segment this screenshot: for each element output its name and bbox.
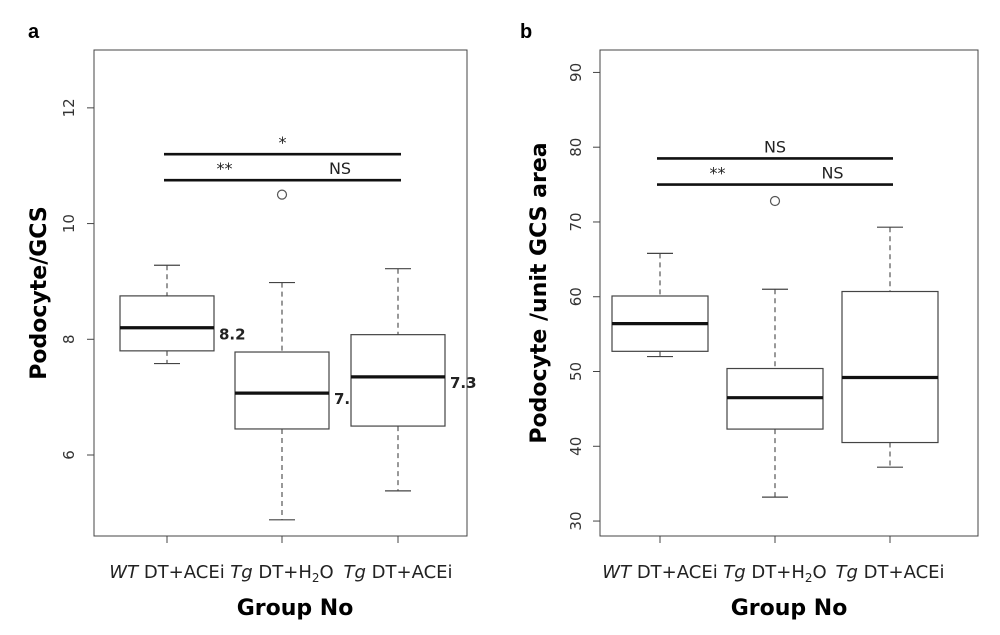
panel-a-box-0-iqr — [119, 295, 215, 352]
panel-b-significance-label-1: ** — [710, 164, 726, 183]
panel-a-y-tick-label-2: 10 — [60, 214, 78, 233]
panel-b-category-label-1: Tg DT+H2O — [723, 562, 826, 585]
panel-a-y-tick-label-3: 12 — [60, 98, 78, 117]
panel-a-box-1-iqr — [234, 351, 330, 430]
panel-b-y-tick-label-3: 60 — [567, 287, 585, 306]
panel-a-plot-frame — [93, 49, 468, 537]
panel-b-y-tick-label-5: 80 — [567, 138, 585, 157]
panel-a-box-2-iqr — [350, 334, 446, 427]
panel-b-letter: b — [520, 21, 532, 43]
panel-a: a Podocyte/GCS Group No 6 8 10 12 WT DT+ACEi… — [27, 21, 477, 621]
panel-b-box-1-outlier-0 — [769, 195, 781, 207]
panel-b: b Podocyte /unit GCS area Group No 30 40 5… — [520, 21, 979, 621]
panel-b-y-tick-label-4: 70 — [567, 212, 585, 231]
panel-a-category-label-1: Tg DT+H2O — [230, 562, 333, 585]
panel-a-y-axis-label: Podocyte/GCS — [27, 206, 52, 379]
panel-b-x-axis-label: Group No — [731, 596, 848, 621]
panel-b-category-label-2: Tg DT+ACEi — [835, 562, 944, 583]
panel-b-y-tick-label-6: 90 — [567, 63, 585, 82]
panel-b-significance-label-2: NS — [821, 164, 843, 183]
panel-b-category-label-0: WT DT+ACEi — [602, 562, 717, 583]
panel-a-significance-label-0: * — [279, 133, 287, 152]
panel-b-y-tick-label-0: 30 — [567, 511, 585, 530]
panel-a-category-label-0: WT DT+ACEi — [109, 562, 224, 583]
panel-a-y-tick-label-1: 8 — [60, 335, 78, 345]
panel-b-y-tick-label-1: 40 — [567, 437, 585, 456]
panel-b-significance-label-0: NS — [764, 137, 786, 156]
panel-b-plot-frame — [599, 49, 979, 537]
panel-a-significance-label-2: NS — [329, 159, 351, 178]
panel-a-letter: a — [28, 21, 40, 43]
panel-a-category-label-2: Tg DT+ACEi — [343, 562, 452, 583]
panel-b-y-tick-label-2: 50 — [567, 362, 585, 381]
panel-a-y-tick-label-0: 6 — [60, 450, 78, 460]
panel-b-box-2-iqr — [841, 290, 939, 444]
panel-a-significance-label-1: ** — [217, 159, 233, 178]
panel-a-box-1-outlier-0 — [276, 189, 288, 200]
panel-a-x-axis-label: Group No — [237, 596, 354, 621]
panel-b-y-axis-label: Podocyte /unit GCS area — [527, 142, 552, 443]
panel-a-median-label-0: 8.2 — [219, 326, 246, 344]
panel-a-median-label-2: 7.3 — [450, 374, 477, 392]
